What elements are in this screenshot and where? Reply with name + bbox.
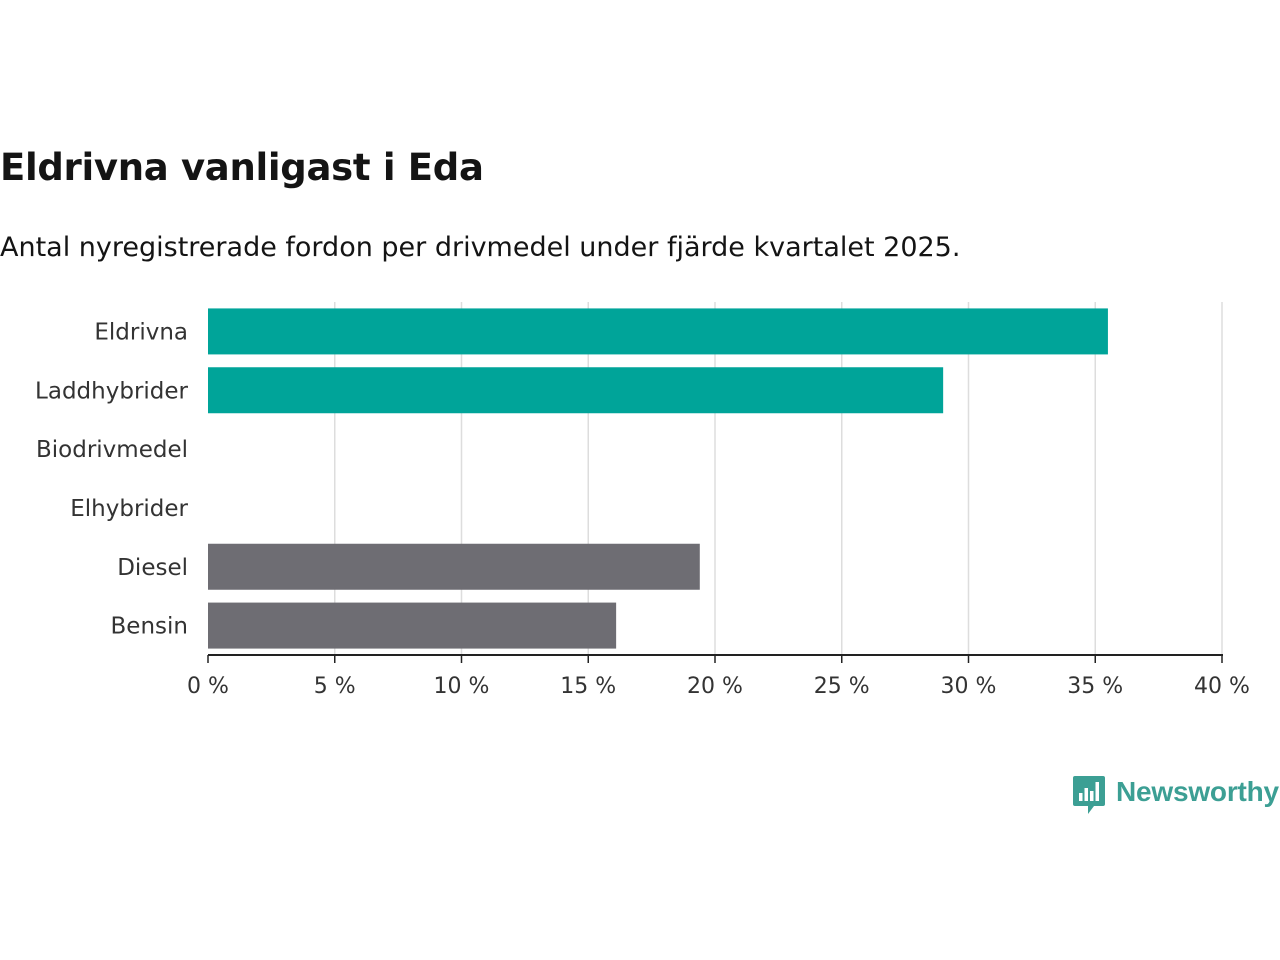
chart-title: Eldrivna vanligast i Eda	[0, 146, 484, 189]
category-label: Eldrivna	[94, 319, 188, 345]
x-tick-label: 30 %	[941, 674, 997, 699]
category-labels: Eldrivna Laddhybrider Biodrivmedel Elhybrid…	[35, 319, 188, 639]
newsworthy-logo-icon	[1073, 776, 1105, 814]
x-tick-label: 40 %	[1194, 674, 1250, 699]
bar-eldrivna	[208, 308, 1108, 355]
x-tick-label: 15 %	[560, 674, 616, 699]
category-label: Biodrivmedel	[36, 437, 188, 463]
x-tick-label: 20 %	[687, 674, 743, 699]
x-axis: 0 % 5 % 10 % 15 % 20 % 25 % 30 % 35 % 40 %	[187, 654, 1250, 699]
bar-bensin	[208, 602, 617, 649]
bars	[208, 308, 1108, 649]
grid-lines	[334, 302, 1223, 655]
category-label: Elhybrider	[70, 496, 188, 522]
x-tick-label: 0 %	[187, 674, 229, 699]
bar-diesel	[208, 543, 700, 590]
x-tick-label: 5 %	[314, 674, 356, 699]
bar-chart: Eldrivna Laddhybrider Biodrivmedel Elhybrid…	[35, 302, 1250, 699]
x-tick-label: 25 %	[814, 674, 870, 699]
x-tick-label: 10 %	[434, 674, 490, 699]
chart-subtitle: Antal nyregistrerade fordon per drivmede…	[0, 232, 961, 263]
brand-name: Newsworthy	[1116, 776, 1279, 807]
bar-laddhybrider	[208, 367, 944, 414]
brand-logo: Newsworthy	[1072, 774, 1279, 816]
category-label: Diesel	[117, 555, 188, 581]
x-tick-label: 35 %	[1067, 674, 1123, 699]
category-label: Laddhybrider	[35, 378, 188, 404]
category-label: Bensin	[111, 614, 188, 640]
